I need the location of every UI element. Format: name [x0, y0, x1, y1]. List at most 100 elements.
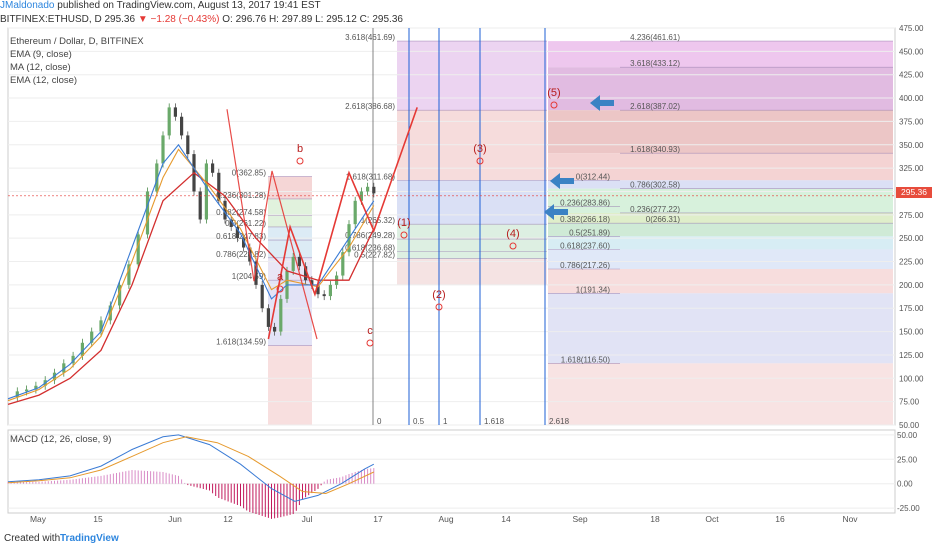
fib-mid-label: 1.618(311.68) — [346, 172, 396, 181]
fib-mid-label: 2.618(386.68) — [345, 102, 395, 111]
price-tick-label: 100.00 — [899, 374, 924, 383]
arrow-left-icon — [550, 173, 574, 189]
legend-ema12[interactable]: EMA (12, close) — [10, 75, 78, 86]
fib-zone-right — [548, 212, 893, 224]
macd-pane — [7, 429, 896, 514]
candle-body — [223, 200, 227, 220]
abc-correction-path — [226, 109, 318, 340]
last-price: 295.36 — [104, 14, 136, 25]
candle-body — [297, 256, 301, 267]
fib-right-b-label: 0(266.31) — [646, 215, 681, 224]
fib-mid-label: 3.618(461.69) — [345, 33, 395, 42]
price-tick-label: 125.00 — [899, 351, 924, 360]
fib-right-a-label: 1(191.34) — [576, 285, 611, 294]
x-tick-label: 18 — [650, 514, 660, 524]
time-fib-label: 0 — [377, 417, 382, 426]
price-tick-label: 275.00 — [899, 211, 924, 220]
fib-zone-right — [548, 236, 893, 250]
time-fib-label: 1.618 — [484, 417, 505, 426]
ema12-line — [7, 171, 375, 406]
price-tick-label: 250.00 — [899, 234, 924, 243]
fib-left-label: 0(362.85) — [232, 169, 267, 178]
candle-body — [15, 391, 19, 397]
macd-tick-label: 50.00 — [897, 431, 918, 440]
x-tick-label: 15 — [93, 514, 103, 524]
x-tick-label: 12 — [223, 514, 233, 524]
candle-body — [180, 116, 184, 136]
candle-body — [273, 326, 277, 332]
fib-right-a-label: 0.786(217.26) — [560, 261, 610, 270]
fib-right-b-label: 2.618(387.02) — [630, 102, 680, 111]
fib-zone-right — [548, 269, 893, 294]
fib-right-a-label: 1.618(116.50) — [561, 355, 611, 364]
fib-right-a-label: 0.5(251.89) — [569, 228, 610, 237]
wave-point-marker — [400, 231, 408, 239]
legend-ma12[interactable]: MA (12, close) — [10, 62, 71, 73]
signal-line — [7, 436, 375, 495]
wave-point-marker — [276, 285, 284, 293]
candle-body — [229, 219, 233, 227]
footer: Created with TradingView — [0, 528, 932, 550]
wave-label: c — [367, 325, 373, 337]
price-tick-label: 200.00 — [899, 281, 924, 290]
tradingview-logo[interactable]: TradingView — [60, 533, 119, 544]
fib-left-label: 0.618(247.83) — [216, 232, 266, 241]
candle-body — [80, 342, 84, 356]
candle-body — [341, 252, 345, 276]
wave-label: (3) — [473, 143, 486, 155]
candle-body — [366, 186, 370, 192]
fib-right-a-label: 0.382(266.18) — [560, 215, 610, 224]
legend-ema9[interactable]: EMA (9, close) — [10, 49, 72, 60]
wave-point-marker — [366, 339, 374, 347]
macd-tick-label: 0.00 — [897, 480, 913, 489]
price-tick-label: 450.00 — [899, 47, 924, 56]
candle-body — [291, 256, 295, 271]
fib-zone-right — [548, 180, 893, 189]
fib-left-label: 1.618(134.59) — [216, 338, 266, 347]
candle-body — [217, 172, 221, 201]
fib-right-b-label: 0.236(277.22) — [630, 205, 680, 214]
ema9-line — [7, 143, 375, 400]
fib-zone-right — [548, 249, 893, 270]
x-tick-label: 16 — [775, 514, 785, 524]
candle-body — [136, 234, 140, 265]
fib-zone-left — [268, 176, 312, 199]
candle-body — [372, 186, 376, 194]
x-tick-label: Jun — [168, 514, 182, 524]
fib-left-label: 0.382(274.58) — [216, 208, 266, 217]
price-tick-label: 375.00 — [899, 117, 924, 126]
x-tick-label: 17 — [373, 514, 383, 524]
fib-right-b-label: 0.786(302.58) — [630, 181, 680, 190]
time-fib-label: 0.5 — [413, 417, 425, 426]
candle-body — [254, 261, 258, 285]
fib-zone-mid — [397, 180, 547, 225]
price-tick-label: 325.00 — [899, 164, 924, 173]
candle-body — [25, 389, 29, 392]
x-tick-label: Nov — [842, 514, 858, 524]
x-tick-label: Aug — [438, 514, 453, 524]
fib-zone-mid — [397, 41, 547, 111]
fib-mid-label: 0.5(227.82) — [354, 251, 395, 260]
wave-point-marker — [435, 303, 443, 311]
price-tick-label: 75.00 — [899, 398, 920, 407]
x-tick-label: May — [30, 514, 47, 524]
candle-body — [71, 355, 75, 364]
fib-zone-right — [548, 153, 893, 181]
elliott-wave-path — [267, 107, 418, 340]
wave-point-marker — [296, 157, 304, 165]
author-name[interactable]: JMaldonado — [0, 0, 55, 11]
macd-label[interactable]: MACD (12, 26, close, 9) — [10, 434, 112, 445]
fib-right-b-label: 4.236(461.61) — [630, 33, 680, 42]
ohlc-values: O: 296.76 H: 297.89 L: 295.12 C: 295.36 — [222, 14, 403, 25]
fib-zone-left — [268, 198, 312, 227]
candle-body — [322, 294, 326, 297]
x-tick-label: Oct — [705, 514, 719, 524]
candle-body — [242, 238, 246, 248]
candle-body — [304, 266, 308, 281]
wave-label: (1) — [397, 217, 410, 229]
time-fib-label: 1 — [443, 417, 448, 426]
symbol-line: BITFINEX:ETHUSD, D 295.36 ▼ −1.28 (−0.43… — [0, 14, 403, 25]
wave-point-marker — [550, 101, 558, 109]
price-tick-label: 400.00 — [899, 94, 924, 103]
